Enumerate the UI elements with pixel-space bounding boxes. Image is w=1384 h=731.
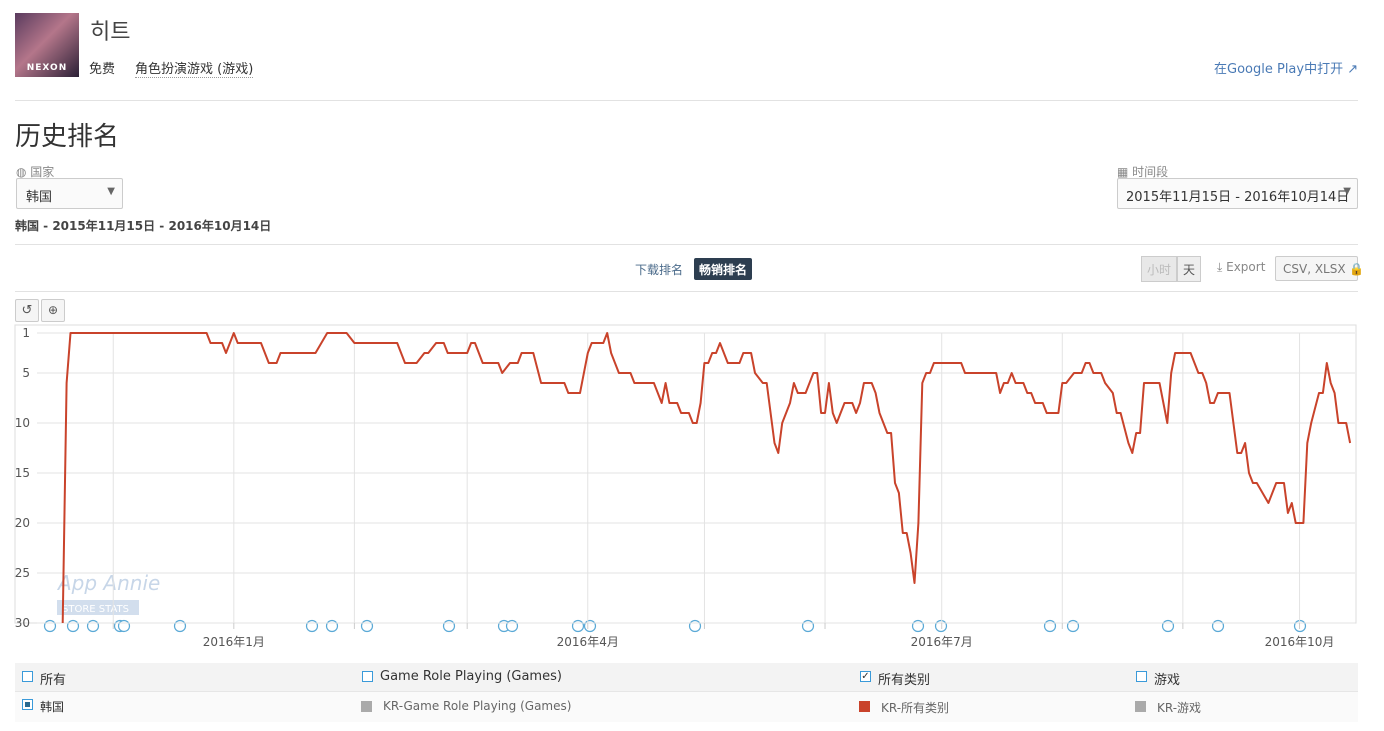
y-tick-label: 15 [15, 466, 30, 480]
y-tick-label: 30 [15, 616, 30, 630]
country-label: ◍ 国家 [16, 165, 55, 179]
external-icon: ↗ [1347, 62, 1359, 77]
y-tick-label: 25 [15, 566, 30, 580]
format-button[interactable]: CSV, XLSX 🔒 [1275, 256, 1364, 281]
legend-swatch[interactable] [859, 701, 870, 712]
event-marker [173, 619, 187, 633]
event-marker [934, 619, 948, 633]
divider [15, 100, 1358, 101]
app-genre[interactable]: 角色扮演游戏 (游戏) [135, 58, 254, 78]
plot-frame [14, 324, 1357, 624]
legend-swatch[interactable] [1135, 701, 1146, 712]
store-link-text[interactable]: 在Google Play中打开 [1214, 62, 1344, 77]
y-tick-label: 20 [15, 516, 30, 530]
event-marker [1066, 619, 1080, 633]
event-marker [1161, 619, 1175, 633]
watermark-tag: STORE STATS [62, 604, 129, 615]
x-tick-label: 2016年4月 [557, 635, 619, 649]
period-label: ▦ 时间段 [1117, 165, 1169, 179]
country-value: 韩国 [26, 190, 53, 205]
event-marker [325, 619, 339, 633]
legend-label[interactable]: KR-游戏 [1157, 701, 1202, 715]
divider [15, 291, 1358, 292]
country-label-text: 国家 [30, 165, 55, 179]
format-text[interactable]: CSV, XLSX [1283, 262, 1346, 276]
country-select[interactable]: 韩国 ▼ [16, 178, 123, 209]
filter-label[interactable]: 游戏 [1154, 673, 1181, 688]
divider [15, 244, 1358, 245]
event-marker [688, 619, 702, 633]
event-marker [86, 619, 100, 633]
checkbox[interactable] [1136, 671, 1147, 682]
event-marker [583, 619, 597, 633]
checkbox[interactable]: ✓ [860, 671, 871, 682]
granularity-button[interactable]: 天 [1177, 256, 1202, 282]
tabs: 下载排名 畅销排名 [630, 258, 753, 280]
granularity: 小时天 [1141, 256, 1202, 282]
rank-line [61, 332, 1352, 624]
event-marker [43, 619, 57, 633]
app-price: 免费 [89, 62, 116, 77]
checkbox[interactable] [22, 671, 33, 682]
event-marker [505, 619, 519, 633]
event-marker [305, 619, 319, 633]
x-tick-label: 2016年10月 [1265, 635, 1335, 649]
watermark-brand: App Annie [56, 571, 160, 595]
y-tick-label: 10 [15, 416, 30, 430]
radio-dot [25, 702, 30, 707]
caret: ▼ [1343, 186, 1351, 197]
country-filter[interactable]: 韩国 [40, 700, 65, 714]
filter-label[interactable]: Game Role Playing (Games) [380, 669, 562, 684]
event-marker [1043, 619, 1057, 633]
caret: ▼ [107, 186, 115, 197]
icon-label: NEXON [26, 63, 68, 73]
event-marker [360, 619, 374, 633]
summary: 韩国 - 2015年11月15日 - 2016年10月14日 [15, 219, 272, 233]
radio[interactable] [22, 699, 33, 710]
app-icon: NEXON [15, 13, 79, 77]
event-marker [1211, 619, 1225, 633]
y-tick-label: 1 [22, 326, 30, 340]
section-title: 历史排名 [15, 122, 120, 152]
filter-row [15, 663, 1358, 691]
export[interactable]: ⤓ Export [1217, 260, 1266, 274]
watermark-badge [57, 600, 139, 615]
period-select[interactable]: 2015年11月15日 - 2016年10月14日 ▼ [1117, 178, 1358, 209]
event-marker [442, 619, 456, 633]
rank-tab[interactable]: 下载排名 [635, 263, 684, 277]
event-marker [571, 619, 585, 633]
checkbox[interactable] [362, 671, 373, 682]
export-text[interactable]: Export [1226, 260, 1266, 274]
period-value: 2015年11月15日 - 2016年10月14日 [1126, 190, 1350, 205]
reset-button[interactable]: ↺ [15, 299, 39, 322]
event-marker [911, 619, 925, 633]
period-label-text: 时间段 [1132, 165, 1169, 179]
zoom-button[interactable]: ⊕ [41, 299, 65, 322]
y-tick-label: 5 [22, 366, 30, 380]
rank-tab[interactable]: 畅销排名 [694, 258, 753, 280]
legend-label[interactable]: KR-所有类别 [881, 701, 950, 715]
event-marker [66, 619, 80, 633]
filter-label[interactable]: 所有类别 [878, 673, 931, 688]
legend-row [15, 691, 1358, 722]
event-marker [801, 619, 815, 633]
filter-label[interactable]: 所有 [40, 673, 67, 688]
app-name: 히트 [90, 20, 131, 45]
event-marker [117, 619, 131, 633]
x-tick-label: 2016年7月 [911, 635, 973, 649]
store-link[interactable]: 在Google Play中打开 ↗ [1214, 58, 1358, 77]
legend-label[interactable]: KR-Game Role Playing (Games) [383, 699, 572, 713]
x-tick-label: 2016年1月 [203, 635, 265, 649]
legend-swatch[interactable] [361, 701, 372, 712]
granularity-button[interactable]: 小时 [1141, 256, 1178, 282]
